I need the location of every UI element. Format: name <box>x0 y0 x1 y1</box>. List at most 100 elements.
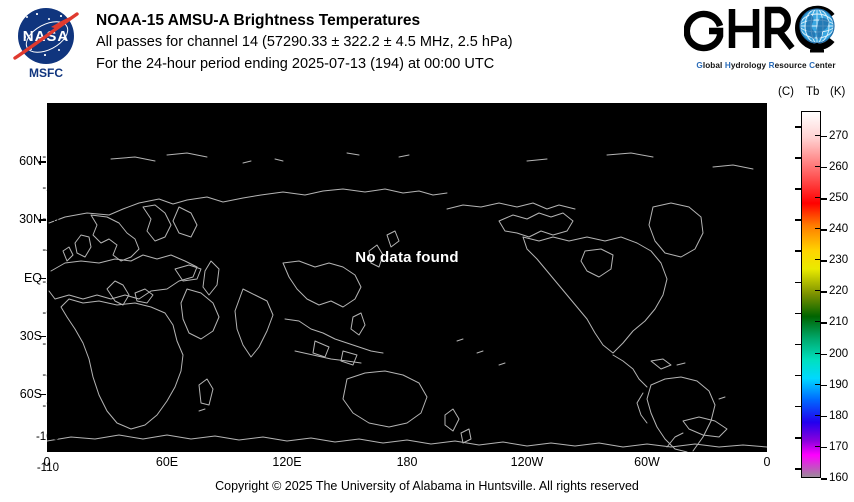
ghrc-tagline-part-7: enter <box>815 61 836 70</box>
lat-tick-mark-30s <box>39 335 46 338</box>
colorbar-minor-tick-10 <box>815 445 820 447</box>
colorbar-celsius-tick-9 <box>795 405 801 408</box>
colorbar-kelvin-label-8: 190 <box>829 378 849 391</box>
colorbar-kelvin-tick-9 <box>821 415 827 418</box>
colorbar-kelvin-tick-11 <box>821 478 827 480</box>
colorbar[interactable] <box>801 111 821 478</box>
colorbar-celsius-label-5: -50 <box>42 275 59 288</box>
lat-tick-mark-60n <box>39 161 46 163</box>
colorbar-celsius-label-10: -100 <box>35 431 59 444</box>
colorbar-kelvin-tick-3 <box>821 229 827 231</box>
colorbar-celsius-label-11: -110 <box>36 462 59 475</box>
lat-tick-label-60n: 60N <box>19 154 42 169</box>
colorbar-minor-tick-6 <box>815 321 820 323</box>
colorbar-celsius-label-9: -90 <box>42 399 59 412</box>
ghrc-wordmark-icon <box>684 5 835 53</box>
colorbar-kelvin-label-3: 240 <box>829 223 849 236</box>
colorbar-celsius-label-3: -30 <box>42 213 59 226</box>
ghrc-tagline-part-0: G <box>696 61 703 70</box>
ghrc-tagline-part-2: H <box>724 61 731 70</box>
colorbar-celsius-label-1: -10 <box>42 151 59 164</box>
colorbar-kelvin-label-4: 230 <box>829 254 849 267</box>
colorbar-celsius-tick-0 <box>795 126 801 128</box>
lon-tick-label-4: 120W <box>510 455 544 469</box>
lat-tick-label-eq: EQ <box>23 270 42 285</box>
colorbar-celsius-label-8: -80 <box>42 368 59 381</box>
colorbar-kelvin-label-9: 180 <box>829 409 849 422</box>
colorbar-minor-tick-1 <box>815 165 820 167</box>
longitude-axis: 0 60E 120E 180 120W 60W 0 <box>0 455 854 475</box>
lat-tick-mark-30n <box>39 219 46 221</box>
colorbar-kelvin-label-6: 210 <box>829 316 849 329</box>
colorbar-kelvin-label-2: 250 <box>829 192 849 205</box>
lat-tick-label-60s: 60S <box>19 386 42 401</box>
colorbar-unit-celsius: (C) <box>778 86 794 98</box>
colorbar-kelvin-label-7: 200 <box>829 347 849 360</box>
page-period: For the 24-hour period ending 2025-07-13… <box>96 56 495 72</box>
lat-tick-label-30s: 30S <box>19 328 42 343</box>
colorbar-minor-tick-5 <box>815 290 820 292</box>
colorbar-kelvin-tick-2 <box>821 198 827 200</box>
colorbar-celsius-tick-10 <box>795 437 801 439</box>
colorbar-celsius-label-0: 0 <box>52 120 59 133</box>
lat-tick-mark-60s <box>39 393 46 396</box>
ghrc-tagline: Global Hydrology Resource Center <box>684 61 848 70</box>
lat-tick-mark-eq <box>39 277 46 279</box>
colorbar-celsius-tick-3 <box>795 219 801 221</box>
ghrc-logo: Global Hydrology Resource Center <box>684 5 848 78</box>
copyright-notice: Copyright © 2025 The University of Alaba… <box>215 479 639 493</box>
colorbar-minor-tick-4 <box>815 259 820 261</box>
colorbar-kelvin-label-0: 270 <box>829 129 849 142</box>
colorbar-kelvin-tick-8 <box>821 384 827 387</box>
colorbar-minor-tick-7 <box>815 352 820 354</box>
lon-tick-label-2: 120E <box>272 455 302 469</box>
colorbar-kelvin-tick-0 <box>821 135 827 138</box>
colorbar-minor-tick-2 <box>815 197 820 199</box>
colorbar-minor-tick-8 <box>815 383 820 385</box>
ghrc-tagline-part-1: lobal <box>702 61 725 70</box>
colorbar-header: (C) Tb (K) <box>778 86 854 102</box>
page-title: NOAA-15 AMSU-A Brightness Temperatures <box>96 12 421 29</box>
colorbar-minor-tick-3 <box>815 228 820 230</box>
lon-tick-label-6: 0 <box>763 455 771 469</box>
colorbar-kelvin-label-1: 260 <box>829 160 849 173</box>
colorbar-minor-tick-9 <box>815 414 820 416</box>
colorbar-celsius-label-6: -60 <box>42 306 59 319</box>
colorbar-celsius-tick-4 <box>795 250 801 252</box>
coastline-overlay <box>47 152 767 452</box>
colorbar-kelvin-tick-4 <box>821 260 827 262</box>
lon-tick-label-1: 60E <box>155 455 179 469</box>
colorbar-kelvin-tick-10 <box>821 446 827 449</box>
colorbar-celsius-tick-6 <box>795 312 801 315</box>
colorbar-celsius-label-7: -70 <box>42 337 59 350</box>
colorbar-celsius-label-2: -20 <box>42 182 59 195</box>
colorbar-celsius-tick-8 <box>795 374 801 377</box>
ghrc-tagline-part-3: ydrology <box>730 61 769 70</box>
latitude-axis <box>0 0 38 502</box>
title-block: NOAA-15 AMSU-A Brightness Temperatures A… <box>96 10 513 75</box>
world-map-panel[interactable]: No data found <box>47 103 767 452</box>
colorbar-kelvin-label-11: 160 <box>829 472 849 484</box>
colorbar-celsius-tick-5 <box>795 281 801 284</box>
colorbar-title: Tb <box>806 86 820 98</box>
lon-tick-label-0: 0 <box>43 455 51 469</box>
colorbar-unit-kelvin: (K) <box>830 86 846 98</box>
lon-tick-label-3: 180 <box>396 455 418 469</box>
nasa-center-label: MSFC <box>29 66 63 80</box>
colorbar-celsius-label-4: -40 <box>42 244 59 257</box>
colorbar-kelvin-tick-5 <box>821 291 827 293</box>
ghrc-tagline-part-6: C <box>809 61 816 70</box>
lon-tick-label-5: 60W <box>634 455 660 469</box>
colorbar-kelvin-tick-7 <box>821 353 827 356</box>
colorbar-kelvin-tick-1 <box>821 166 827 169</box>
nasa-red-swoosh-icon <box>13 12 79 60</box>
ghrc-tagline-part-5: esource <box>774 61 810 70</box>
colorbar-kelvin-label-10: 170 <box>829 440 849 453</box>
lat-tick-label-30n: 30N <box>19 212 42 227</box>
colorbar-celsius-tick-1 <box>795 157 801 159</box>
ghrc-tagline-part-4: R <box>768 61 775 70</box>
colorbar-kelvin-tick-6 <box>821 322 827 324</box>
no-data-message: No data found <box>355 249 459 266</box>
page-subtitle: All passes for channel 14 (57290.33 ± 32… <box>96 34 513 50</box>
colorbar-minor-tick-11 <box>815 477 820 478</box>
